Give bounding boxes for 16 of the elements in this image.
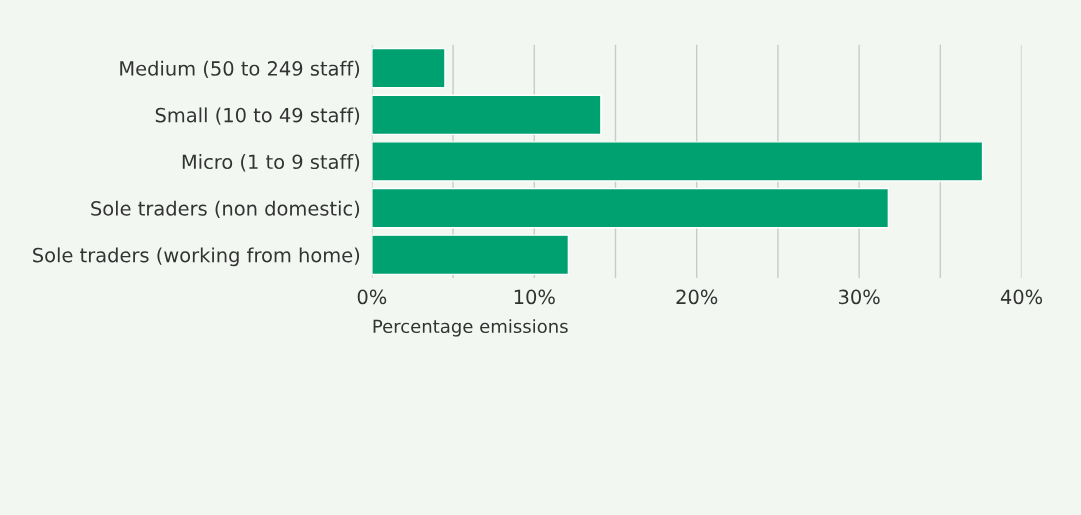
bar xyxy=(371,141,984,182)
bar xyxy=(371,47,446,89)
x-tick-label: 40% xyxy=(1000,289,1043,305)
x-tick-label: 0% xyxy=(357,289,387,305)
y-tick-label: Medium (50 to 249 staff) xyxy=(120,60,360,79)
bar xyxy=(371,94,602,136)
x-tick-label: 30% xyxy=(839,289,880,305)
y-tick-label: Small (10 to 49 staff) xyxy=(155,107,360,125)
bar xyxy=(371,187,890,229)
y-tick-label: Micro (1 to 9 staff) xyxy=(182,154,360,172)
x-tick-label: 20% xyxy=(676,289,718,305)
bar xyxy=(371,234,570,276)
y-tick-label: Sole traders (non domestic) xyxy=(91,200,360,219)
x-tick-label: 10% xyxy=(514,289,555,305)
x-axis-title: Percentage emissions xyxy=(373,319,568,337)
y-tick-label: Sole traders (working from home) xyxy=(33,247,360,267)
